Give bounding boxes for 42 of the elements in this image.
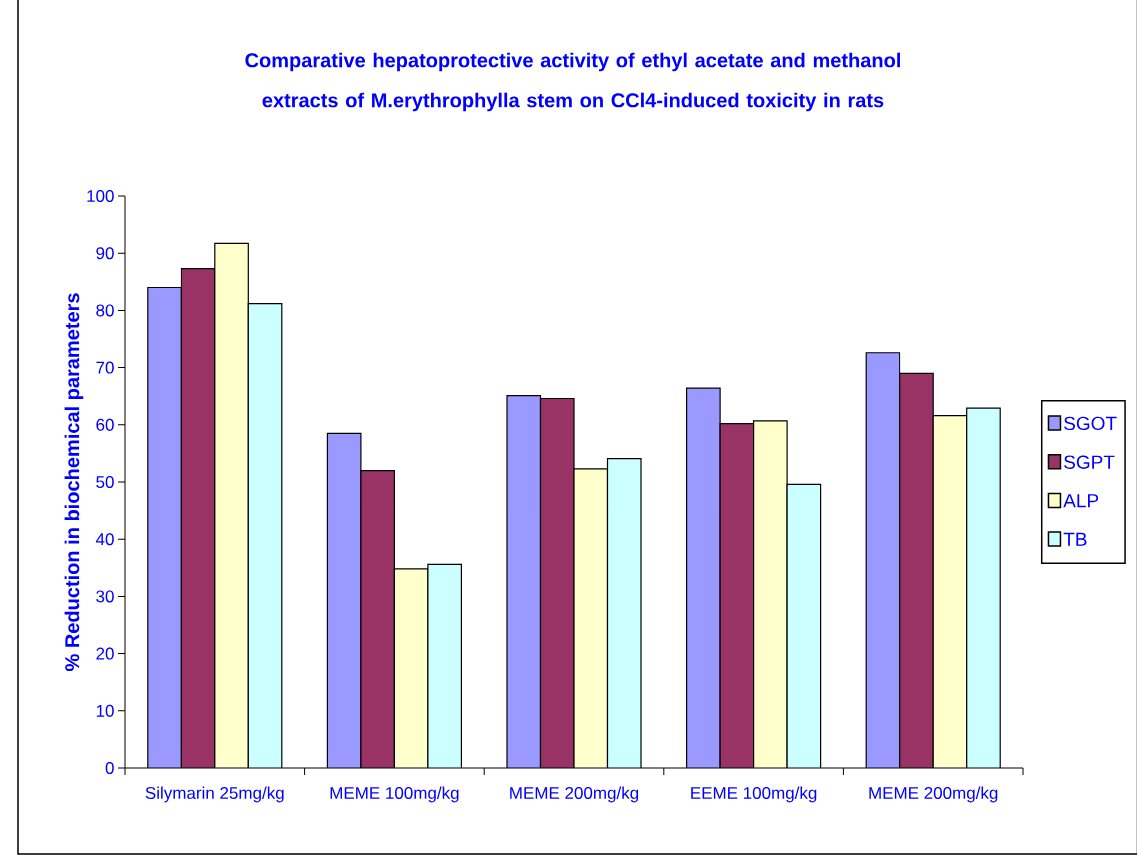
bar <box>899 372 934 768</box>
x-tick-label: EEME 100mg/kg <box>691 786 817 803</box>
bar <box>540 398 574 768</box>
y-tick-label: 70 <box>96 361 114 374</box>
bar <box>181 268 215 768</box>
y-tick-label: 10 <box>96 704 114 717</box>
bar <box>753 420 788 768</box>
y-tick-label: 20 <box>96 647 114 660</box>
bar <box>607 458 641 768</box>
y-axis-title: % Reduction in biochemical parameters <box>64 293 84 671</box>
y-tick-label: 90 <box>96 247 114 260</box>
chart-title: Comparative hepatoprotective activity of ethyl acetate and methanol extracts of M.erythrophylla stem on CCl4-induced toxicity in rats <box>245 52 900 112</box>
bar <box>787 484 821 768</box>
y-tick-label: 100 <box>87 189 114 203</box>
y-tick-label: 0 <box>105 761 114 775</box>
bar <box>507 395 541 768</box>
bar <box>966 407 1001 768</box>
y-tick-label: 60 <box>96 418 114 431</box>
x-tick-label: MEME 200mg/kg <box>510 786 639 803</box>
legend-label: ALP <box>1063 494 1099 508</box>
y-tick-label: 30 <box>96 590 114 603</box>
legend-label: TB <box>1063 532 1087 546</box>
bar <box>327 433 361 768</box>
legend-label: SGOT <box>1064 416 1117 431</box>
x-tick-label: MEME 200mg/kg <box>869 786 998 803</box>
bar <box>248 303 282 768</box>
bar <box>865 352 901 768</box>
bar <box>720 423 754 768</box>
legend-label: SGPT <box>1064 455 1115 469</box>
bar <box>147 287 182 768</box>
x-tick-label: MEME 100mg/kg <box>330 786 459 803</box>
bar <box>686 388 721 768</box>
y-tick-label: 40 <box>95 533 114 546</box>
bar <box>394 568 428 768</box>
bar <box>214 243 249 768</box>
bar <box>360 470 395 768</box>
y-tick-label: 50 <box>96 475 114 489</box>
bar <box>427 564 462 768</box>
bar <box>932 415 968 768</box>
y-tick-label: 80 <box>96 304 114 317</box>
x-tick-label: Silymarin 25mg/kg <box>145 786 284 803</box>
bar <box>574 468 608 768</box>
